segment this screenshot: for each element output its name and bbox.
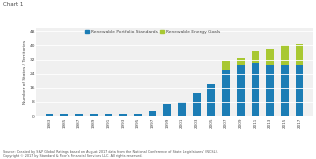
Bar	[90, 114, 98, 116]
Bar	[222, 61, 230, 70]
Text: Number Of U.S. States And Territories With Renewable Portfolio Standards Or Goal: Number Of U.S. States And Territories Wi…	[3, 12, 316, 17]
Bar	[237, 58, 245, 65]
Bar	[149, 111, 156, 116]
Bar	[252, 63, 259, 116]
Bar	[119, 114, 127, 116]
Bar	[281, 45, 289, 65]
Bar	[134, 114, 142, 116]
Bar	[60, 114, 68, 116]
Bar	[296, 65, 303, 116]
Bar	[46, 114, 53, 116]
Bar	[266, 49, 274, 65]
Bar	[105, 114, 112, 116]
Bar	[208, 84, 215, 116]
Legend: Renewable Portfolio Standards, Renewable Energy Goals: Renewable Portfolio Standards, Renewable…	[85, 30, 220, 34]
Bar	[178, 102, 186, 116]
Bar	[75, 114, 83, 116]
Y-axis label: Number of States / Territories: Number of States / Territories	[23, 40, 27, 104]
Bar	[193, 93, 201, 116]
Bar	[266, 65, 274, 116]
Bar	[281, 65, 289, 116]
Text: Source: Created by S&P Global Ratings based on August 2017 data from the Nationa: Source: Created by S&P Global Ratings ba…	[3, 150, 218, 158]
Bar	[237, 65, 245, 116]
Bar	[252, 51, 259, 63]
Bar	[163, 104, 171, 116]
Bar	[222, 70, 230, 116]
Bar	[296, 44, 303, 65]
Text: Chart 1: Chart 1	[3, 2, 23, 7]
